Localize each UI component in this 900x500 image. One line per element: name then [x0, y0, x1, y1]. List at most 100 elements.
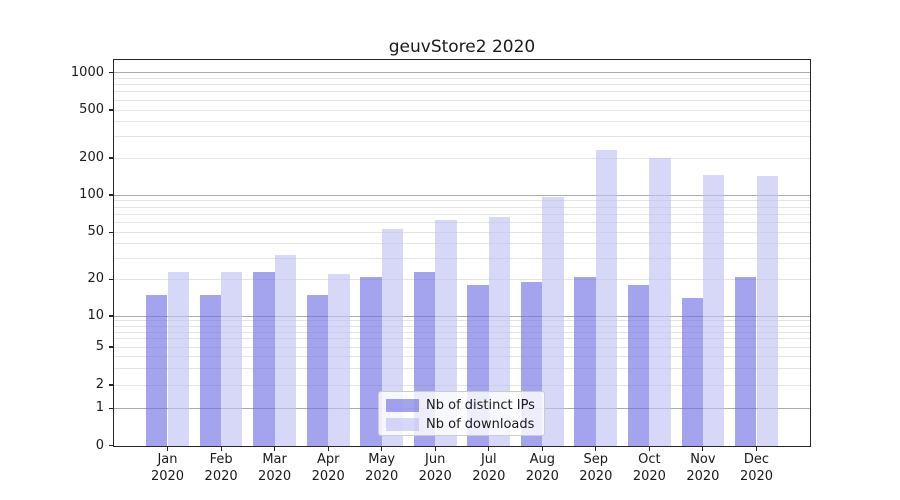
y-tick-label-20: 20	[87, 271, 104, 287]
bar-downloads-oct	[649, 158, 671, 446]
x-tick-year: 2020	[632, 468, 666, 484]
x-tick-label-jul: Jul 2020	[457, 452, 521, 485]
bar-downloads-sep	[595, 150, 618, 446]
x-tickmark-dec	[755, 446, 758, 451]
legend-item-downloads: Nb of downloads	[386, 415, 544, 434]
gridline-minor-9	[114, 320, 810, 322]
x-tick-year: 2020	[365, 468, 399, 484]
x-tick-month: Sep	[583, 452, 609, 467]
bar-distinct-ips-jan	[146, 294, 168, 446]
bar-distinct-ips-dec	[735, 276, 757, 446]
x-tickmark-jan	[166, 446, 169, 451]
bar-downloads-feb	[221, 272, 243, 446]
bar-distinct-ips-may	[360, 276, 382, 446]
x-tickmark-aug	[541, 446, 543, 451]
y-tickmark-500	[108, 109, 114, 111]
gridline-minor-30	[114, 258, 810, 259]
y-tick-label-1: 1	[95, 400, 104, 416]
gridline-minor-800	[114, 84, 810, 86]
x-tick-month: Aug	[529, 452, 555, 467]
x-tick-label-mar: Mar 2020	[243, 452, 307, 485]
x-tickmark-may	[381, 446, 383, 451]
x-tickmark-feb	[220, 446, 222, 451]
gridline-minor-70	[114, 213, 810, 215]
legend-swatch-distinct-ips	[386, 399, 419, 412]
legend-label-downloads: Nb of downloads	[426, 417, 535, 432]
y-tickmark-100	[108, 194, 114, 196]
x-tick-month: Jun	[425, 452, 446, 467]
x-tick-year: 2020	[525, 468, 559, 484]
y-tickmark-20	[108, 278, 114, 280]
x-tick-year: 2020	[579, 468, 613, 484]
gridline-minor-5	[114, 346, 810, 348]
x-tick-year: 2020	[686, 468, 720, 484]
x-tick-year: 2020	[472, 468, 506, 484]
x-tick-year: 2020	[204, 468, 238, 484]
bar-downloads-mar	[274, 255, 296, 446]
x-tick-year: 2020	[418, 468, 452, 484]
x-tick-label-aug: Aug 2020	[510, 452, 574, 485]
bar-distinct-ips-mar	[253, 272, 275, 446]
x-tickmark-nov	[702, 446, 704, 451]
x-tickmark-mar	[274, 446, 276, 451]
gridline-minor-60	[114, 222, 810, 223]
gridline-major-1000	[114, 72, 810, 74]
gridline-major-100	[114, 194, 810, 196]
gridline-minor-80	[114, 206, 810, 208]
gridline-minor-300	[114, 136, 810, 138]
grid-layer	[114, 60, 810, 446]
bar-downloads-apr	[328, 274, 350, 446]
y-tick-label-100: 100	[79, 187, 104, 202]
x-tick-label-feb: Feb 2020	[189, 452, 253, 485]
bars-layer	[114, 60, 810, 446]
bar-downloads-aug	[542, 197, 564, 446]
gridline-minor-6	[114, 338, 810, 340]
bar-distinct-ips-nov	[681, 298, 703, 446]
x-tick-month: Nov	[690, 452, 716, 467]
y-tickmark-200	[108, 157, 114, 159]
bar-distinct-ips-oct	[628, 284, 650, 446]
x-tick-label-nov: Nov 2020	[671, 452, 735, 485]
x-tickmark-oct	[648, 446, 650, 451]
legend-swatch-downloads	[386, 418, 419, 431]
gridline-major-10	[114, 315, 810, 317]
gridline-minor-2	[114, 384, 810, 386]
bar-distinct-ips-sep	[574, 276, 596, 446]
gridline-minor-4	[114, 355, 810, 357]
x-tick-year: 2020	[150, 468, 185, 484]
x-tickmark-jun	[434, 446, 436, 451]
bar-downloads-dec	[756, 176, 778, 446]
y-tickmark-2	[108, 384, 114, 386]
bar-distinct-ips-feb	[199, 294, 222, 446]
legend: Nb of distinct IPs Nb of downloads	[378, 391, 545, 436]
x-tickmark-apr	[327, 446, 329, 451]
gridline-minor-50	[114, 231, 810, 233]
gridline-minor-90	[114, 200, 810, 202]
x-tick-month: May	[368, 452, 396, 467]
x-tick-month: Mar	[262, 452, 287, 467]
y-tick-label-1000: 1000	[70, 64, 104, 80]
gridline-minor-8	[114, 325, 810, 327]
x-tick-month: Jan	[157, 452, 178, 467]
bar-downloads-nov	[702, 174, 725, 446]
bar-downloads-jul	[488, 216, 511, 446]
x-tick-year: 2020	[258, 468, 292, 484]
x-tick-label-sep: Sep 2020	[564, 452, 628, 485]
y-tickmark-50	[108, 231, 114, 233]
gridline-minor-900	[114, 77, 810, 79]
x-tick-month: Oct	[638, 452, 661, 467]
y-tickmark-1	[108, 407, 114, 409]
y-tickmark-5	[108, 346, 114, 348]
y-tick-label-5: 5	[95, 339, 104, 354]
bar-downloads-jun	[435, 219, 457, 446]
gridline-minor-200	[114, 157, 810, 159]
gridline-minor-700	[114, 91, 810, 93]
x-tick-label-oct: Oct 2020	[617, 452, 681, 485]
legend-item-distinct-ips: Nb of distinct IPs	[386, 396, 544, 415]
plot-area: Nb of distinct IPs Nb of downloads	[113, 59, 811, 447]
x-tick-year: 2020	[311, 468, 345, 484]
y-tick-label-0: 0	[95, 437, 104, 453]
y-tick-label-500: 500	[79, 102, 104, 117]
x-tick-month: Dec	[743, 452, 770, 467]
